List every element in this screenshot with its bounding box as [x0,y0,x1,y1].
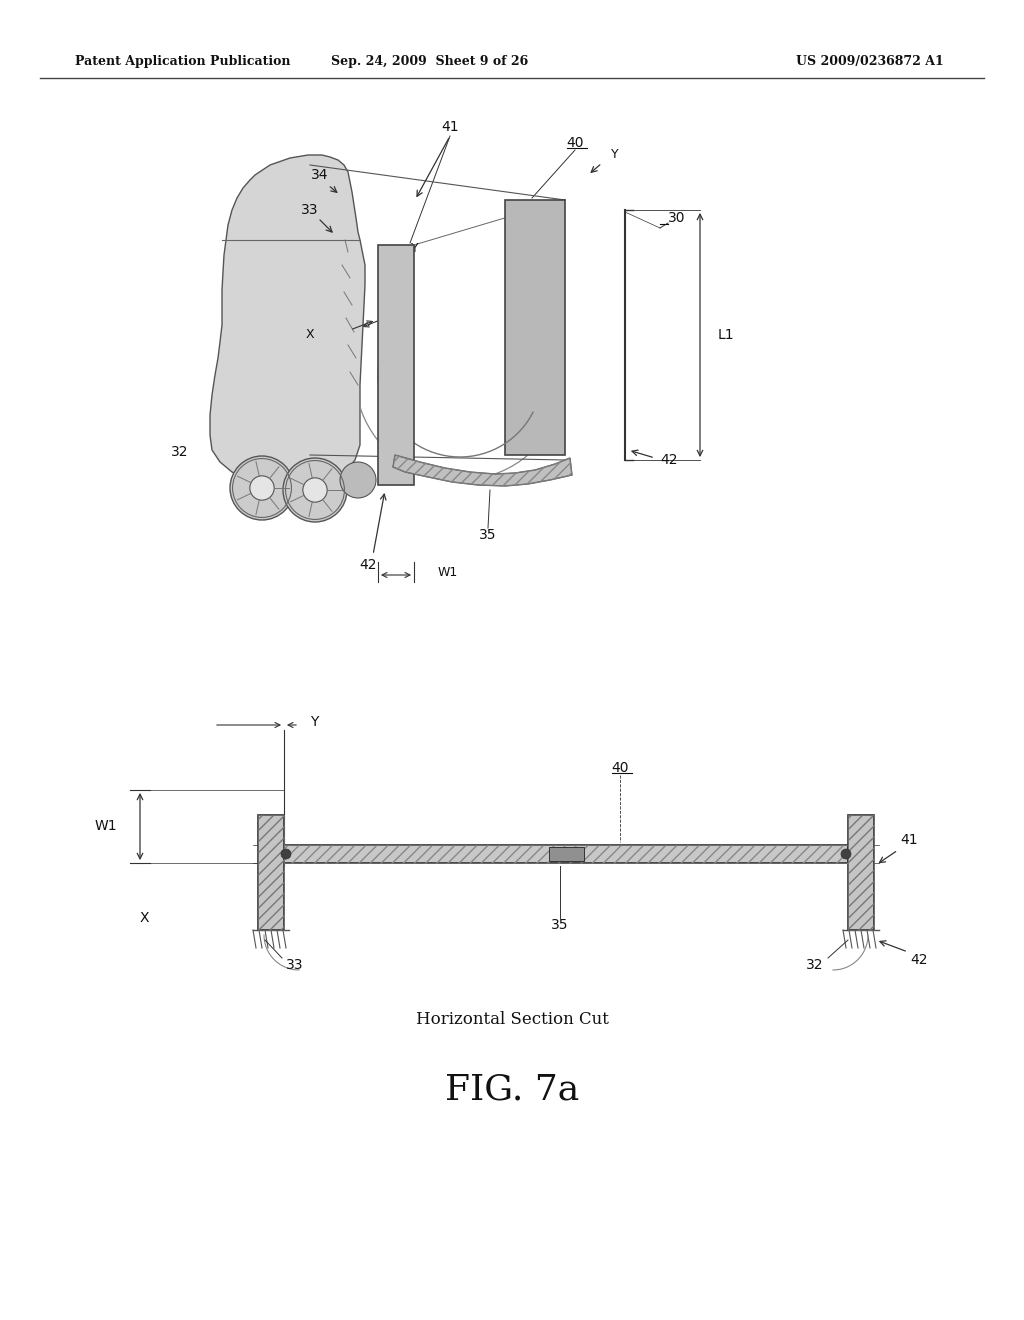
Text: Sep. 24, 2009  Sheet 9 of 26: Sep. 24, 2009 Sheet 9 of 26 [332,55,528,69]
Text: 33: 33 [301,203,318,216]
Circle shape [250,475,274,500]
Bar [848,814,874,931]
Bar [848,814,874,931]
Text: 42: 42 [660,453,678,467]
Text: 40: 40 [611,762,629,775]
Bar [549,847,584,861]
Text: W1: W1 [438,565,459,578]
Text: 41: 41 [441,120,459,135]
Text: US 2009/0236872 A1: US 2009/0236872 A1 [796,55,944,69]
Polygon shape [393,455,572,486]
Polygon shape [210,154,365,487]
Bar [258,814,284,931]
Text: 30: 30 [668,211,685,224]
Text: 32: 32 [171,445,188,459]
Circle shape [340,462,376,498]
Text: 42: 42 [910,953,928,968]
Circle shape [303,478,327,502]
Text: Y: Y [611,149,618,161]
Text: L1: L1 [718,327,734,342]
Text: 40: 40 [566,136,584,150]
Text: Patent Application Publication: Patent Application Publication [75,55,291,69]
Bar [284,845,848,863]
Text: 34: 34 [311,168,329,182]
Text: 33: 33 [287,958,304,972]
Bar [378,246,414,484]
Circle shape [281,849,291,859]
Text: Y: Y [412,242,419,255]
Text: 42: 42 [359,558,377,572]
Text: X: X [306,329,314,342]
Text: 35: 35 [551,917,568,932]
Text: FIG. 7a: FIG. 7a [444,1073,580,1107]
Circle shape [283,458,347,521]
Text: Horizontal Section Cut: Horizontal Section Cut [416,1011,608,1028]
Text: Y: Y [310,715,318,729]
Bar [505,201,565,455]
Bar [258,814,284,931]
Text: W1: W1 [95,818,118,833]
Circle shape [841,849,851,859]
Text: 32: 32 [806,958,823,972]
Text: X: X [140,911,150,925]
Text: 41: 41 [900,833,918,847]
Circle shape [230,455,294,520]
Text: 35: 35 [479,528,497,543]
Bar [284,845,848,863]
